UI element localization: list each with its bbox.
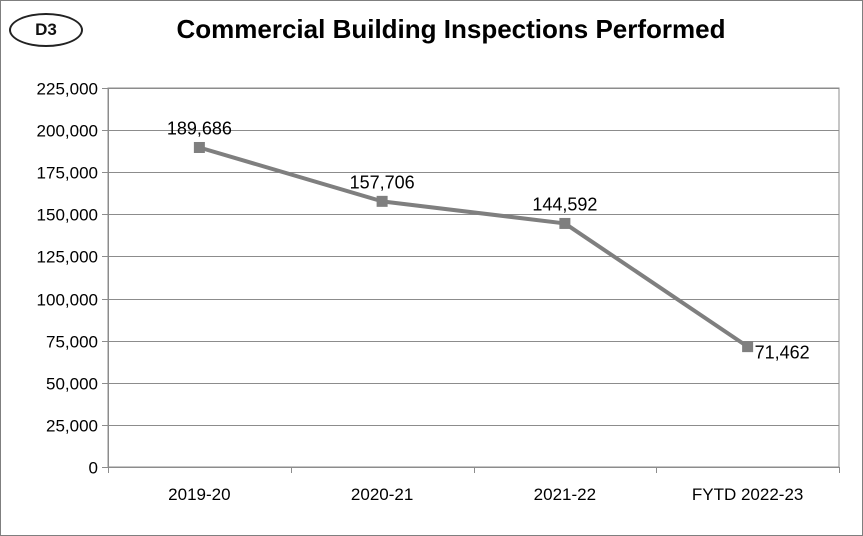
data-label: 144,592: [532, 194, 597, 214]
y-tick-label: 50,000: [46, 375, 98, 394]
chart-title: Commercial Building Inspections Performe…: [176, 14, 726, 44]
x-tick-label: 2021-22: [534, 485, 596, 504]
x-tick-label: FYTD 2022-23: [692, 485, 804, 504]
data-label: 157,706: [350, 172, 415, 192]
x-tick-label: 2020-21: [351, 485, 413, 504]
gridlines: [108, 88, 839, 468]
y-tick-label: 125,000: [37, 248, 98, 267]
data-series: [193, 141, 754, 353]
y-tick-label: 100,000: [37, 291, 98, 310]
y-tick-label: 150,000: [37, 206, 98, 225]
y-tick-label: 75,000: [46, 333, 98, 352]
series-line: [198, 145, 749, 349]
x-tick-label: 2019-20: [168, 485, 230, 504]
y-tick-label: 200,000: [37, 122, 98, 141]
x-axis-ticks: 2019-20 2020-21 2021-22 FYTD 2022-23: [108, 467, 840, 504]
y-tick-label: 0: [89, 459, 98, 478]
data-labels: 189,686 157,706 144,592 71,462: [167, 118, 810, 362]
section-badge: D3: [9, 13, 83, 47]
y-tick-label: 25,000: [46, 417, 98, 436]
plot-area: [107, 87, 840, 468]
data-point-marker: [193, 141, 205, 153]
data-point-marker: [742, 341, 754, 353]
axes: [107, 87, 840, 468]
y-tick-label: 175,000: [37, 164, 98, 183]
y-tick-label: 225,000: [37, 80, 98, 99]
data-label: 71,462: [755, 343, 810, 363]
data-point-marker: [559, 217, 571, 229]
y-axis-ticks: 0 25,000 50,000 75,000 100,000 125,000 150,000…: [37, 80, 108, 478]
data-label: 189,686: [167, 118, 232, 138]
data-point-marker: [376, 195, 388, 207]
